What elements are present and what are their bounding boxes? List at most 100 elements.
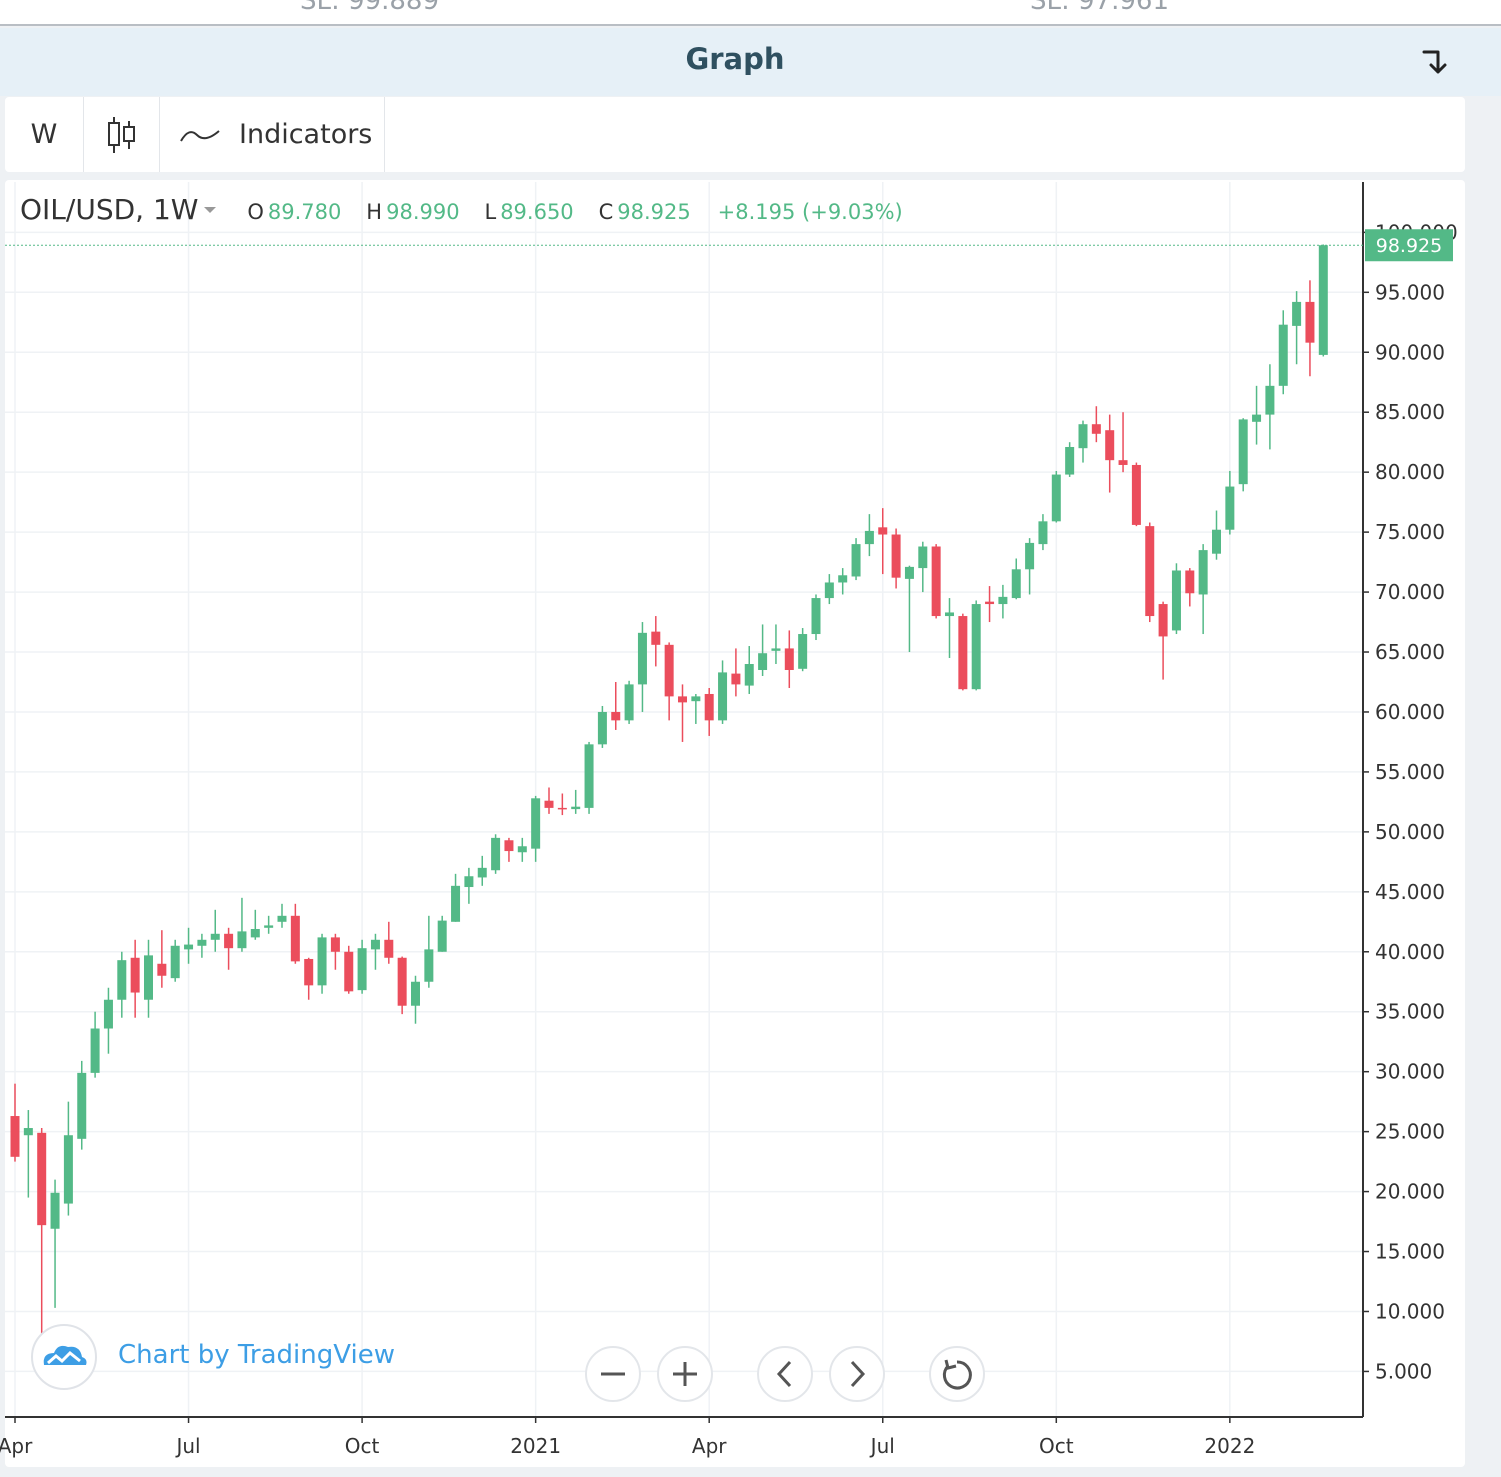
y-tick-label: 85.000	[1375, 400, 1445, 424]
y-tick-label: 10.000	[1375, 1299, 1445, 1323]
chart-panel	[5, 180, 1465, 1467]
candle-body	[624, 684, 634, 721]
indicators-label: Indicators	[239, 119, 373, 150]
reset-button[interactable]	[929, 1346, 985, 1402]
candle-body	[891, 534, 901, 578]
candle-body	[758, 653, 768, 671]
collapse-icon[interactable]	[1420, 46, 1454, 80]
x-tick-label: Oct	[345, 1434, 380, 1458]
x-tick-label: Jul	[869, 1434, 895, 1458]
candle-body	[1065, 446, 1075, 475]
candle-body	[1225, 486, 1235, 530]
scroll-left-button[interactable]	[757, 1346, 813, 1402]
graph-title: Graph	[685, 42, 785, 76]
candle-body	[731, 673, 741, 685]
zoom-out-button[interactable]	[585, 1346, 641, 1402]
x-tick-label: Apr	[0, 1434, 33, 1458]
candle-body	[50, 1192, 60, 1229]
candle-body	[63, 1135, 73, 1204]
candle-body	[664, 644, 674, 697]
candle-body	[611, 711, 621, 721]
y-tick-label: 50.000	[1375, 820, 1445, 844]
x-tick-label: Apr	[692, 1434, 727, 1458]
legend-key: C	[598, 200, 614, 224]
x-tick-label: Jul	[174, 1434, 200, 1458]
candle-body	[678, 696, 687, 703]
candle-body	[397, 957, 407, 1006]
candle-body	[557, 807, 567, 810]
y-tick-label: 45.000	[1375, 880, 1445, 904]
candle-body	[103, 999, 113, 1029]
candle-body	[971, 604, 981, 690]
candle-body	[437, 920, 447, 952]
chart-type-button[interactable]	[83, 97, 160, 172]
y-tick-label: 15.000	[1375, 1240, 1445, 1264]
candle-body	[1105, 430, 1115, 461]
candle-body	[277, 915, 287, 922]
zoom-in-button[interactable]	[657, 1346, 713, 1402]
candle-body	[451, 885, 461, 922]
candle-body	[811, 598, 821, 635]
candle-body	[384, 939, 394, 958]
y-tick-label: 25.000	[1375, 1120, 1445, 1144]
graph-header: Graph	[0, 28, 1501, 96]
price-label: 98.925	[1376, 235, 1442, 257]
legend: OIL/USD, 1W O 89.780 H 98.990 L 89.650 C 98.…	[20, 193, 903, 226]
candle-body	[117, 960, 127, 1000]
candle-body	[184, 944, 194, 950]
candle-body	[531, 798, 541, 849]
candle-body	[90, 1028, 100, 1073]
candle-body	[1278, 324, 1288, 386]
candle-body	[1025, 542, 1035, 570]
sl-text: SL: 99.889	[300, 0, 439, 16]
candle-body	[1265, 385, 1275, 415]
y-tick-label: 60.000	[1375, 700, 1445, 724]
y-tick-label: 75.000	[1375, 520, 1445, 544]
legend-key: L	[484, 200, 497, 224]
candle-body	[931, 546, 941, 617]
candle-body	[918, 546, 928, 569]
candle-body	[344, 951, 354, 992]
y-tick-label: 35.000	[1375, 1000, 1445, 1024]
candle-body	[864, 530, 874, 545]
candle-body	[477, 867, 487, 878]
candle-body	[784, 648, 794, 671]
candle-body	[824, 582, 834, 599]
legend-value: 98.990	[386, 200, 460, 224]
candle-body	[504, 840, 514, 852]
dropdown-icon[interactable]	[198, 199, 222, 219]
indicators-button[interactable]: Indicators	[159, 97, 385, 172]
candle-body	[571, 806, 581, 810]
candle-body	[544, 800, 554, 808]
scroll-right-button[interactable]	[829, 1346, 885, 1402]
candle-body	[1158, 604, 1168, 637]
candle-body	[691, 696, 701, 702]
y-tick-label: 30.000	[1375, 1060, 1445, 1084]
y-tick-label: 90.000	[1375, 340, 1445, 364]
candle-body	[1212, 529, 1221, 554]
candle-body	[1145, 526, 1155, 617]
branding[interactable]: Chart by TradingView	[118, 1340, 395, 1370]
candle-body	[317, 937, 327, 986]
candle-body	[491, 837, 501, 871]
candle-body	[1185, 570, 1195, 594]
candle-body	[771, 648, 781, 651]
candle-body	[637, 632, 647, 685]
sl-text: SL: 97.961	[1030, 0, 1169, 16]
tv-logo[interactable]	[30, 1323, 98, 1391]
candle-body	[1038, 521, 1048, 545]
price-label-bg	[1365, 229, 1453, 262]
candle-body	[304, 958, 314, 986]
candle-body	[945, 612, 954, 617]
zoom-controls	[585, 1346, 985, 1402]
candle-body	[851, 544, 861, 577]
interval-button[interactable]: W	[5, 97, 84, 172]
candle-body	[718, 672, 728, 721]
y-tick-label: 95.000	[1375, 280, 1445, 304]
legend-key: O	[247, 200, 264, 224]
candle-body	[1091, 424, 1101, 434]
indicators-icon	[180, 130, 220, 142]
y-tick-label: 65.000	[1375, 640, 1445, 664]
candle-body	[1011, 569, 1021, 599]
